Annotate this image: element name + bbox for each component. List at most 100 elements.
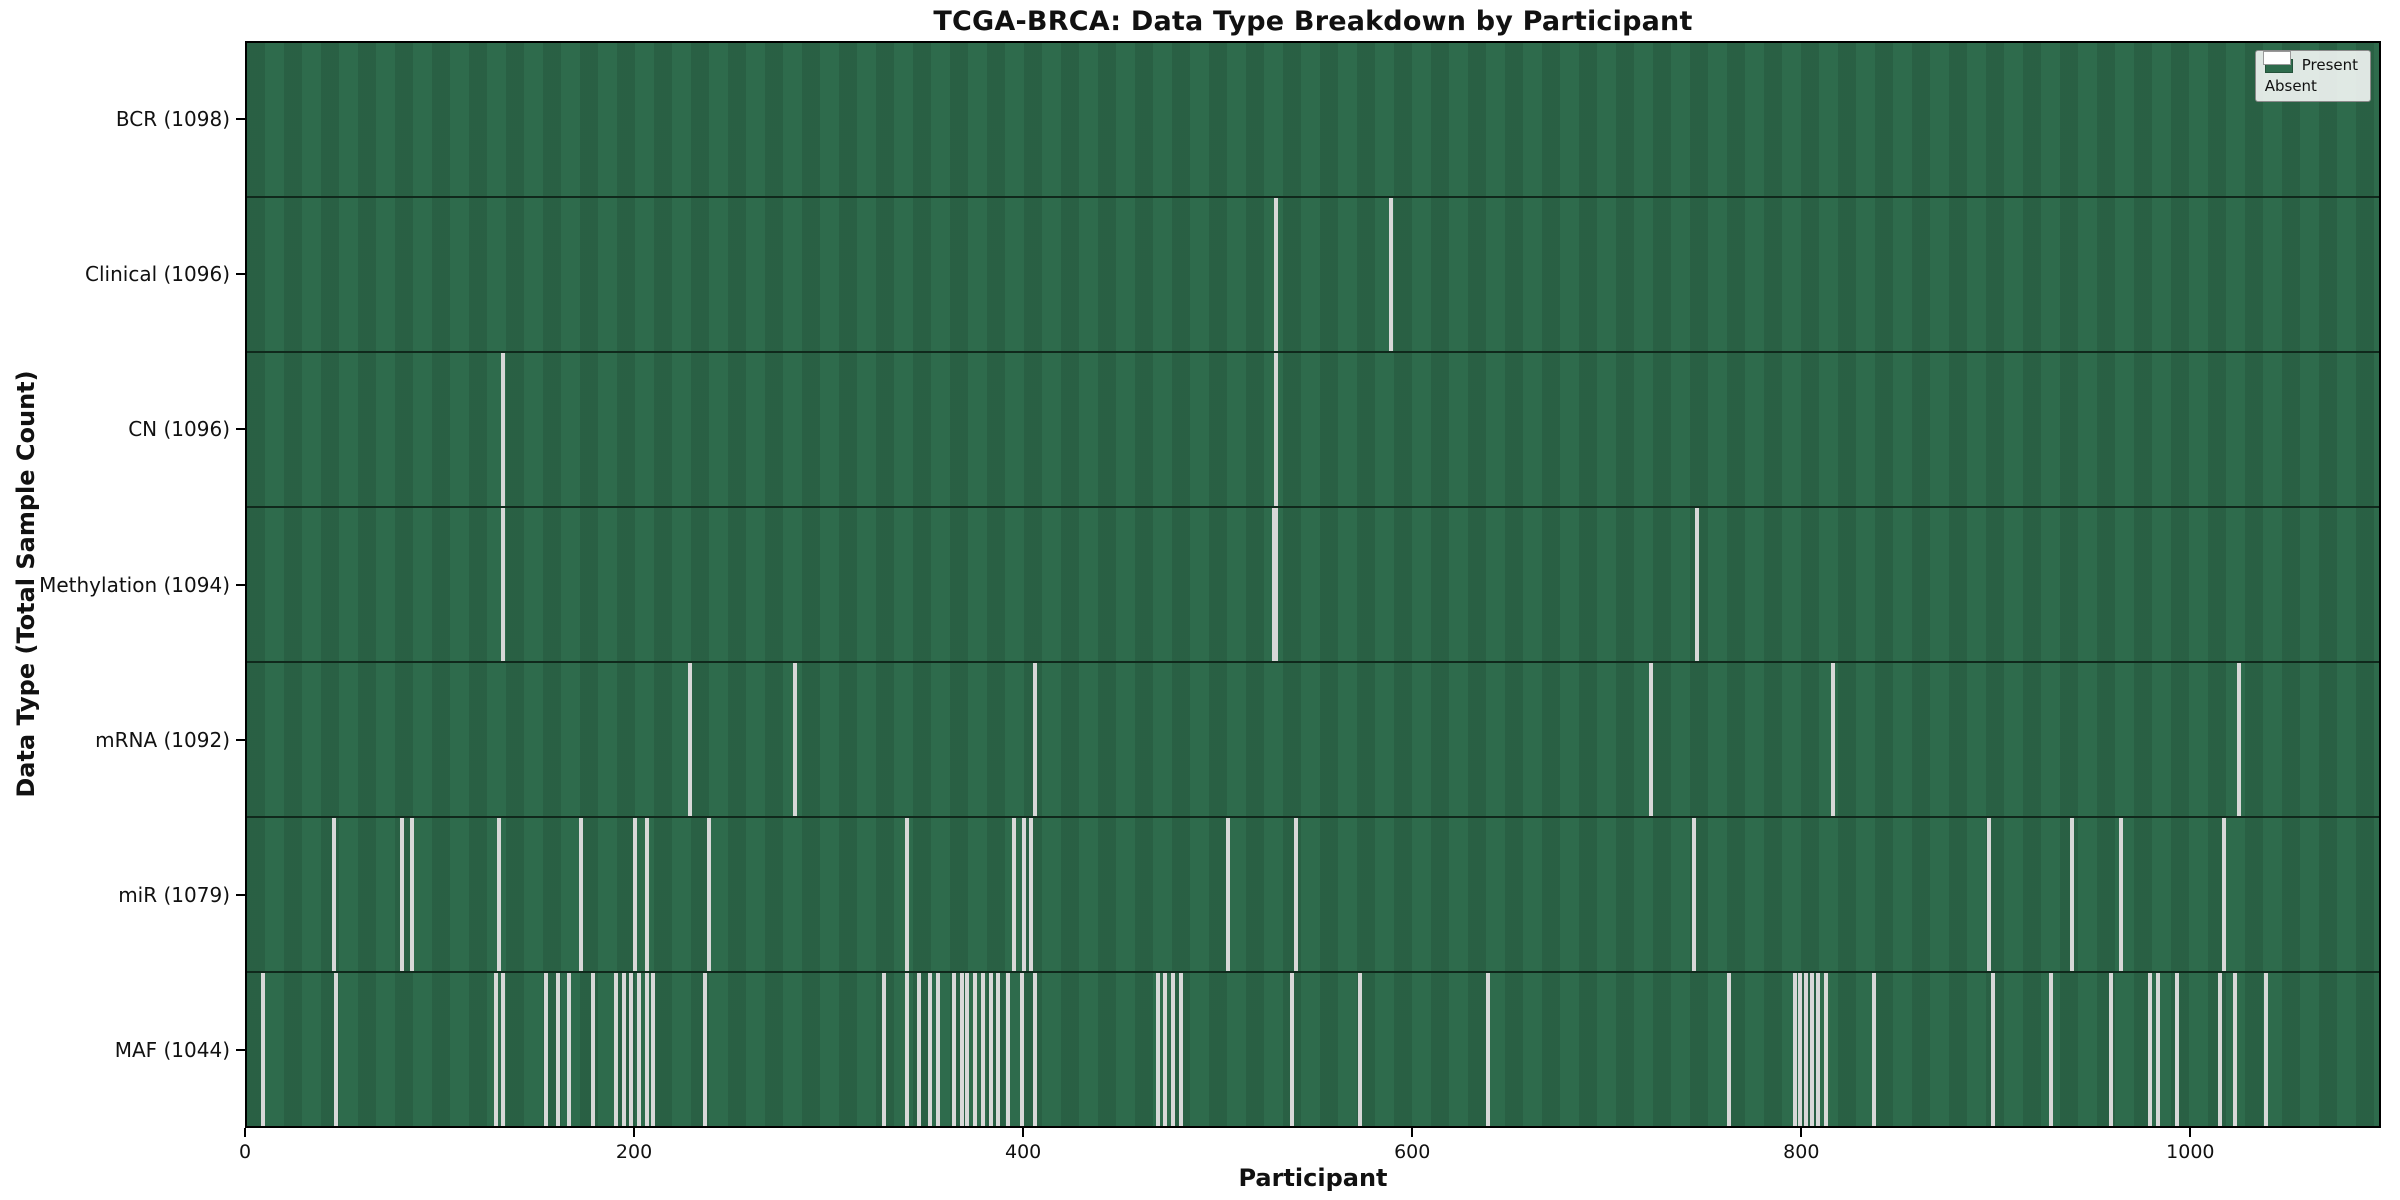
- absent-mark: [493, 973, 498, 1126]
- absent-mark: [1021, 818, 1026, 971]
- absent-mark: [578, 818, 583, 971]
- absent-mark: [1872, 973, 1877, 1126]
- y-tick-label-bcr: BCR (1098): [115, 106, 230, 131]
- x-tick-mark: [1411, 1128, 1414, 1137]
- absent-mark: [1033, 973, 1038, 1126]
- rows-layer: [247, 43, 2379, 1126]
- y-tick-label-methylation: Methylation (1094): [39, 572, 230, 597]
- x-tick-mark: [244, 1128, 246, 1137]
- absent-mark: [1019, 973, 1024, 1126]
- absent-mark: [988, 973, 993, 1126]
- absent-mark: [629, 973, 634, 1126]
- absent-mark: [687, 663, 692, 816]
- y-tick-label-cn: CN (1096): [128, 417, 230, 442]
- x-tick-label-1000: 1000: [2166, 1141, 2215, 1163]
- absent-mark: [2217, 973, 2222, 1126]
- absent-mark: [1815, 973, 1820, 1126]
- absent-mark: [2237, 663, 2242, 816]
- absent-mark: [1274, 508, 1279, 661]
- absent-mark: [1810, 973, 1815, 1126]
- absent-mark: [703, 973, 708, 1126]
- absent-mark: [2175, 973, 2180, 1126]
- x-tick-label-800: 800: [1783, 1141, 1820, 1163]
- legend-item-absent: Absent: [2262, 51, 2358, 95]
- absent-mark: [1274, 353, 1279, 506]
- absent-mark: [501, 353, 506, 506]
- y-tick-mark: [236, 1049, 245, 1052]
- legend-swatch-absent-icon: [2262, 51, 2291, 65]
- absent-mark: [1171, 973, 1176, 1126]
- legend: Present Absent: [2254, 50, 2371, 102]
- absent-mark: [650, 973, 655, 1126]
- absent-mark: [1691, 818, 1696, 971]
- x-tick-mark: [1022, 1128, 1025, 1137]
- absent-mark: [980, 973, 985, 1126]
- x-tick-mark: [633, 1128, 636, 1137]
- datatype-row-maf: [247, 973, 2379, 1126]
- absent-mark: [1388, 198, 1393, 351]
- absent-mark: [1289, 973, 1294, 1126]
- absent-mark: [951, 973, 956, 1126]
- datatype-row-methylation: [247, 508, 2379, 663]
- absent-mark: [1823, 973, 1828, 1126]
- absent-mark: [1695, 508, 1700, 661]
- absent-mark: [2109, 973, 2114, 1126]
- y-tick-mark: [236, 428, 245, 431]
- absent-mark: [2070, 818, 2075, 971]
- absent-mark: [2048, 973, 2053, 1126]
- absent-mark: [613, 973, 618, 1126]
- chart-title: TCGA-BRCA: Data Type Breakdown by Partic…: [933, 6, 1693, 37]
- absent-mark: [905, 818, 910, 971]
- absent-mark: [332, 818, 337, 971]
- x-tick-label-400: 400: [1005, 1141, 1042, 1163]
- absent-mark: [633, 818, 638, 971]
- absent-mark: [1986, 818, 1991, 971]
- x-tick-label-0: 0: [238, 1141, 252, 1163]
- y-tick-mark: [236, 272, 245, 275]
- absent-mark: [1029, 818, 1034, 971]
- absent-mark: [936, 973, 941, 1126]
- absent-mark: [1485, 973, 1490, 1126]
- absent-mark: [2147, 973, 2152, 1126]
- absent-mark: [567, 973, 572, 1126]
- y-tick-mark: [236, 583, 245, 586]
- absent-mark: [973, 973, 978, 1126]
- absent-mark: [621, 973, 626, 1126]
- absent-mark: [400, 818, 405, 971]
- plot-area: Present Absent: [245, 41, 2381, 1128]
- absent-mark: [1274, 198, 1279, 351]
- legend-label-absent: Absent: [2264, 77, 2317, 95]
- y-tick-mark: [236, 738, 245, 741]
- x-tick-label-200: 200: [615, 1141, 653, 1163]
- y-tick-label-mir: miR (1079): [118, 883, 230, 908]
- datatype-row-bcr: [247, 43, 2379, 198]
- absent-mark: [1357, 973, 1362, 1126]
- absent-mark: [501, 973, 506, 1126]
- datatype-row-mir: [247, 818, 2379, 973]
- absent-mark: [1990, 973, 1995, 1126]
- x-axis-label: Participant: [1238, 1164, 1388, 1192]
- y-tick-label-clinical: Clinical (1096): [85, 261, 230, 286]
- absent-mark: [1011, 818, 1016, 971]
- absent-mark: [1798, 973, 1803, 1126]
- absent-mark: [1804, 973, 1809, 1126]
- absent-mark: [792, 663, 797, 816]
- absent-mark: [1006, 973, 1011, 1126]
- absent-mark: [1792, 973, 1797, 1126]
- absent-mark: [2118, 818, 2123, 971]
- datatype-row-cn: [247, 353, 2379, 508]
- absent-mark: [1225, 818, 1230, 971]
- x-tick-mark: [2189, 1128, 2192, 1137]
- absent-mark: [1033, 663, 1038, 816]
- absent-mark: [1178, 973, 1183, 1126]
- absent-mark: [501, 508, 506, 661]
- absent-mark: [410, 818, 415, 971]
- absent-mark: [555, 973, 560, 1126]
- x-tick-mark: [1800, 1128, 1803, 1137]
- absent-mark: [2264, 973, 2269, 1126]
- datatype-row-clinical: [247, 198, 2379, 353]
- y-tick-mark: [236, 117, 245, 120]
- absent-mark: [2233, 973, 2238, 1126]
- y-tick-label-mrna: mRNA (1092): [95, 727, 230, 752]
